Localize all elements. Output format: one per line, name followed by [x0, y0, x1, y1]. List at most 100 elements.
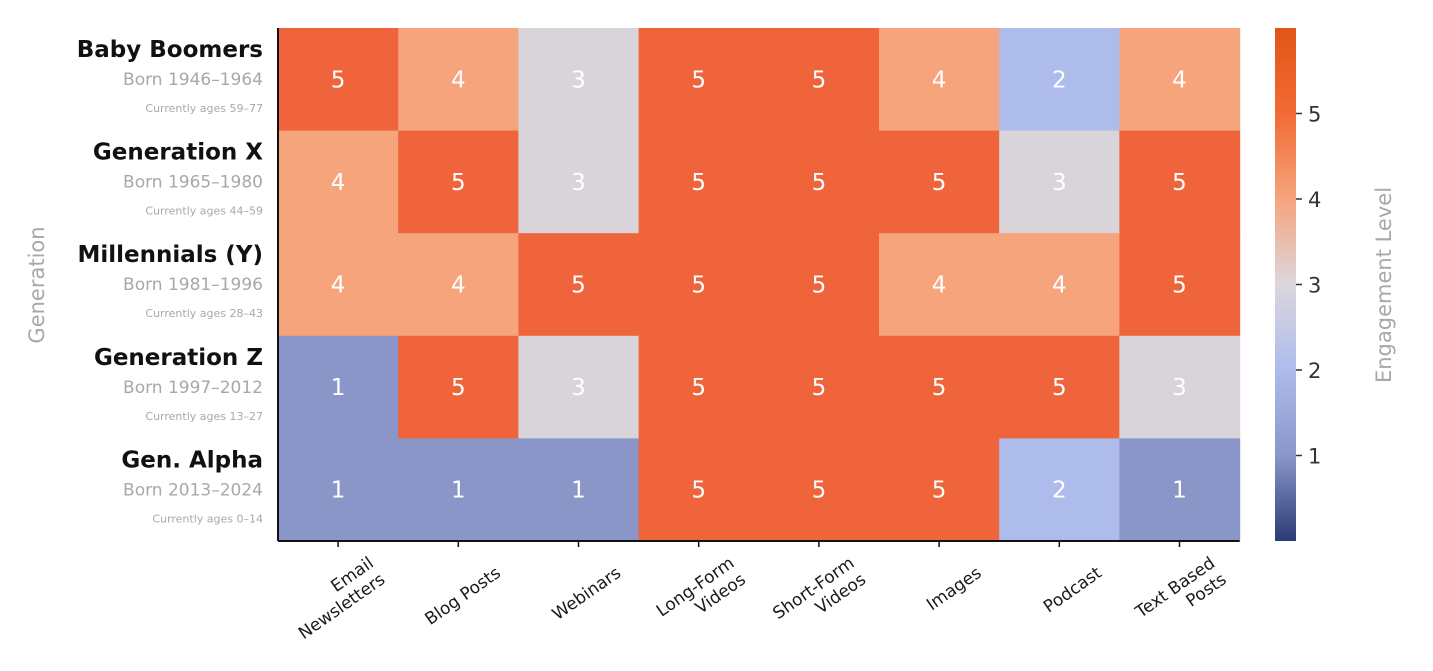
row-labels: Baby Boomers Born 1946–1964 Currently ages… — [77, 37, 264, 525]
cell-value-label: 3 — [571, 170, 586, 196]
heatmap-cell — [518, 438, 640, 542]
colorbar-tick-label: 4 — [1308, 188, 1321, 212]
cell-value-label: 4 — [932, 67, 947, 93]
heatmap-cell — [398, 233, 519, 337]
colorbar-tick-label: 3 — [1308, 274, 1321, 298]
x-tick-label: Images — [923, 563, 985, 615]
heatmap-cell — [518, 233, 640, 337]
heatmap-cell — [638, 438, 760, 542]
x-tick-label: Webinars — [549, 563, 625, 625]
cell-value-label: 4 — [331, 170, 346, 196]
cell-value-label: 4 — [331, 273, 346, 299]
column-labels: EmailNewsletters Blog Posts Webinars Long-F… — [284, 541, 1231, 644]
cell-value-label: 4 — [451, 67, 466, 93]
row-label-born: Born 1981–1996 — [123, 275, 263, 295]
cell-value-label: 3 — [1172, 375, 1187, 401]
cell-value-label: 5 — [932, 170, 947, 196]
cell-value-label: 4 — [1172, 67, 1187, 93]
x-tick-label: Long-FormVideos — [653, 553, 750, 638]
colorbar-tick-label: 1 — [1308, 445, 1321, 469]
heatmap-cell — [999, 130, 1120, 234]
heatmap-cell — [999, 438, 1120, 542]
heatmap-cell — [1119, 438, 1241, 542]
heatmap-cell — [638, 28, 760, 132]
x-tick-label: Short-FormVideos — [769, 553, 870, 640]
cell-value-label: 3 — [571, 67, 586, 93]
row-label-born: Born 1946–1964 — [123, 70, 263, 90]
heatmap-cell — [398, 335, 519, 439]
cell-value-label: 4 — [451, 273, 466, 299]
cell-value-label: 5 — [932, 375, 947, 401]
heatmap-cell — [278, 233, 399, 337]
heatmap-cell — [879, 438, 1000, 542]
heatmap-cell — [758, 130, 880, 234]
cell-value-label: 5 — [691, 170, 706, 196]
cell-value-label: 2 — [1052, 67, 1067, 93]
cell-value-label: 5 — [331, 67, 346, 93]
heatmap-cell — [1119, 130, 1241, 234]
heatmap-cell — [758, 335, 880, 439]
cell-value-label: 1 — [331, 478, 346, 504]
heatmap-cell — [879, 130, 1000, 234]
heatmap-cells: 5 4 3 5 5 4 2 4 4 5 3 5 5 5 3 5 4 4 5 5 5 4 4 5 1 5 3 5 5 5 5 3 1 1 1 5 5 5 2 1 — [277, 28, 1241, 542]
heatmap-cell — [879, 335, 1000, 439]
cell-value-label: 5 — [1172, 273, 1187, 299]
cell-value-label: 5 — [451, 170, 466, 196]
x-tick-label: Blog Posts — [422, 563, 505, 630]
x-tick-label: Text BasedPosts — [1131, 553, 1230, 639]
cell-value-label: 2 — [1052, 478, 1067, 504]
row-label-born: Born 1997–2012 — [123, 378, 263, 398]
row-label-name: Generation X — [93, 140, 263, 166]
heatmap-cell — [758, 233, 880, 337]
heatmap-cell — [758, 438, 880, 542]
heatmap-cell — [518, 28, 640, 132]
heatmap-cell — [518, 335, 640, 439]
cell-value-label: 5 — [691, 273, 706, 299]
row-label-name: Millennials (Y) — [77, 242, 263, 268]
cell-value-label: 5 — [691, 478, 706, 504]
heatmap-cell — [638, 130, 760, 234]
heatmap-cell — [398, 130, 519, 234]
row-label-ages: Currently ages 13–27 — [145, 410, 263, 423]
cell-value-label: 4 — [932, 273, 947, 299]
colorbar-title: Engagement Level — [1372, 187, 1396, 383]
heatmap-cell — [758, 28, 880, 132]
heatmap-cell — [1119, 28, 1241, 132]
heatmap-cell — [278, 130, 399, 234]
cell-value-label: 1 — [331, 375, 346, 401]
cell-value-label: 1 — [451, 478, 466, 504]
heatmap-cell — [1119, 233, 1241, 337]
heatmap-cell — [638, 335, 760, 439]
cell-value-label: 1 — [571, 478, 586, 504]
cell-value-label: 5 — [691, 375, 706, 401]
cell-value-label: 5 — [812, 67, 827, 93]
row-label-born: Born 1965–1980 — [123, 173, 263, 193]
cell-value-label: 5 — [812, 170, 827, 196]
heatmap-cell — [999, 233, 1120, 337]
heatmap-cell — [278, 438, 399, 542]
colorbar: 1 2 3 4 5 — [1275, 28, 1321, 541]
cell-value-label: 3 — [1052, 170, 1067, 196]
heatmap-cell — [1119, 335, 1241, 439]
cell-value-label: 5 — [1172, 170, 1187, 196]
colorbar-gradient — [1275, 28, 1296, 541]
colorbar-tick-label: 2 — [1308, 359, 1321, 383]
cell-value-label: 5 — [812, 478, 827, 504]
row-label-name: Gen. Alpha — [121, 447, 263, 473]
cell-value-label: 1 — [1172, 478, 1187, 504]
cell-value-label: 5 — [812, 273, 827, 299]
x-tick-label: EmailNewsletters — [284, 553, 390, 644]
heatmap-cell — [518, 130, 640, 234]
heatmap-cell — [398, 438, 519, 542]
heatmap-cell — [278, 28, 399, 132]
y-axis-title: Generation — [25, 226, 49, 343]
colorbar-tick-label: 5 — [1308, 103, 1321, 127]
row-label-ages: Currently ages 0–14 — [152, 512, 263, 525]
heatmap-cell — [278, 335, 399, 439]
heatmap-cell — [879, 28, 1000, 132]
row-label-ages: Currently ages 44–59 — [145, 205, 263, 218]
cell-value-label: 5 — [451, 375, 466, 401]
heatmap-cell — [999, 335, 1120, 439]
heatmap-cell — [879, 233, 1000, 337]
